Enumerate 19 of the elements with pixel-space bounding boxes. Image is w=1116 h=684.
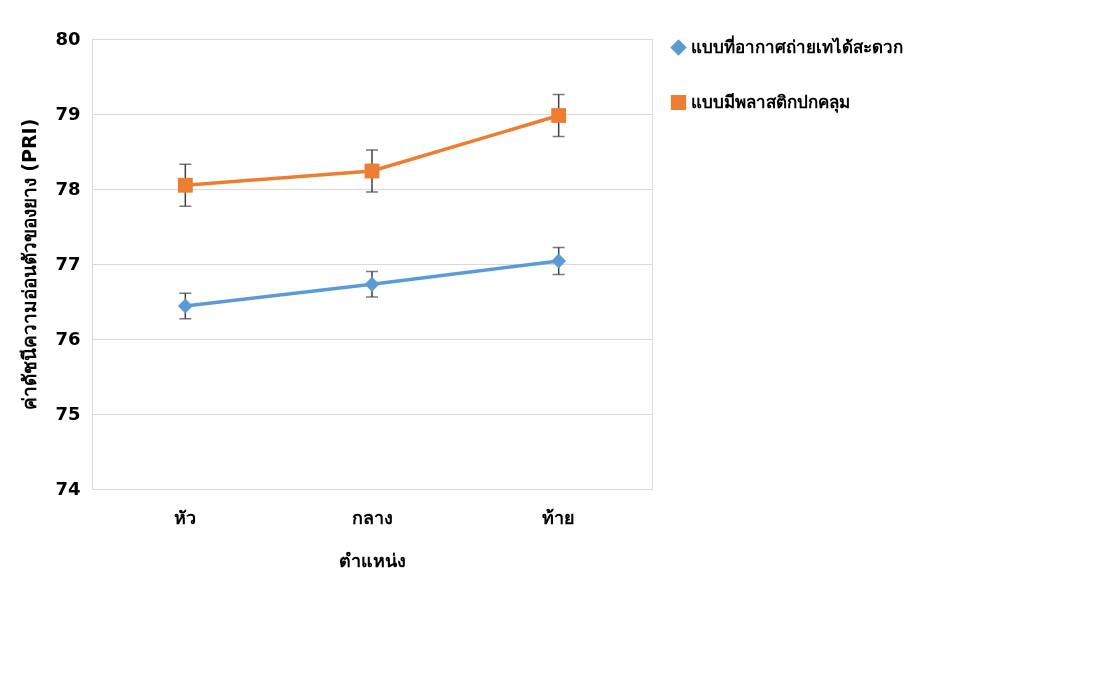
y-tick-label: 74 [55, 477, 81, 499]
x-tick-label: หัว [174, 506, 197, 528]
point [177, 177, 193, 193]
point [364, 276, 380, 292]
point [177, 298, 193, 314]
y-tick-label: 75 [55, 402, 81, 424]
x-tick-label: กลาง [351, 506, 393, 528]
y-tick-label: 76 [55, 327, 81, 349]
y-tick-label: 80 [55, 27, 81, 49]
x-tick-label: ท้าย [542, 506, 576, 528]
legend-label: แบบที่อากาศถ่ายเทได้สะดวก [691, 34, 903, 57]
y-tick-label: 77 [55, 252, 81, 274]
point [551, 253, 567, 269]
y-axis-title: ค่าดัชนีความอ่อนตัวของยาง (PRI) [18, 118, 41, 411]
legend-label: แบบมีพลาสติกปกคลุม [691, 91, 850, 113]
y-tick-label: 79 [55, 102, 81, 124]
point [551, 108, 567, 123]
x-axis-title: ตำแหน่ง [339, 549, 406, 571]
y-tick-label: 78 [55, 177, 81, 199]
